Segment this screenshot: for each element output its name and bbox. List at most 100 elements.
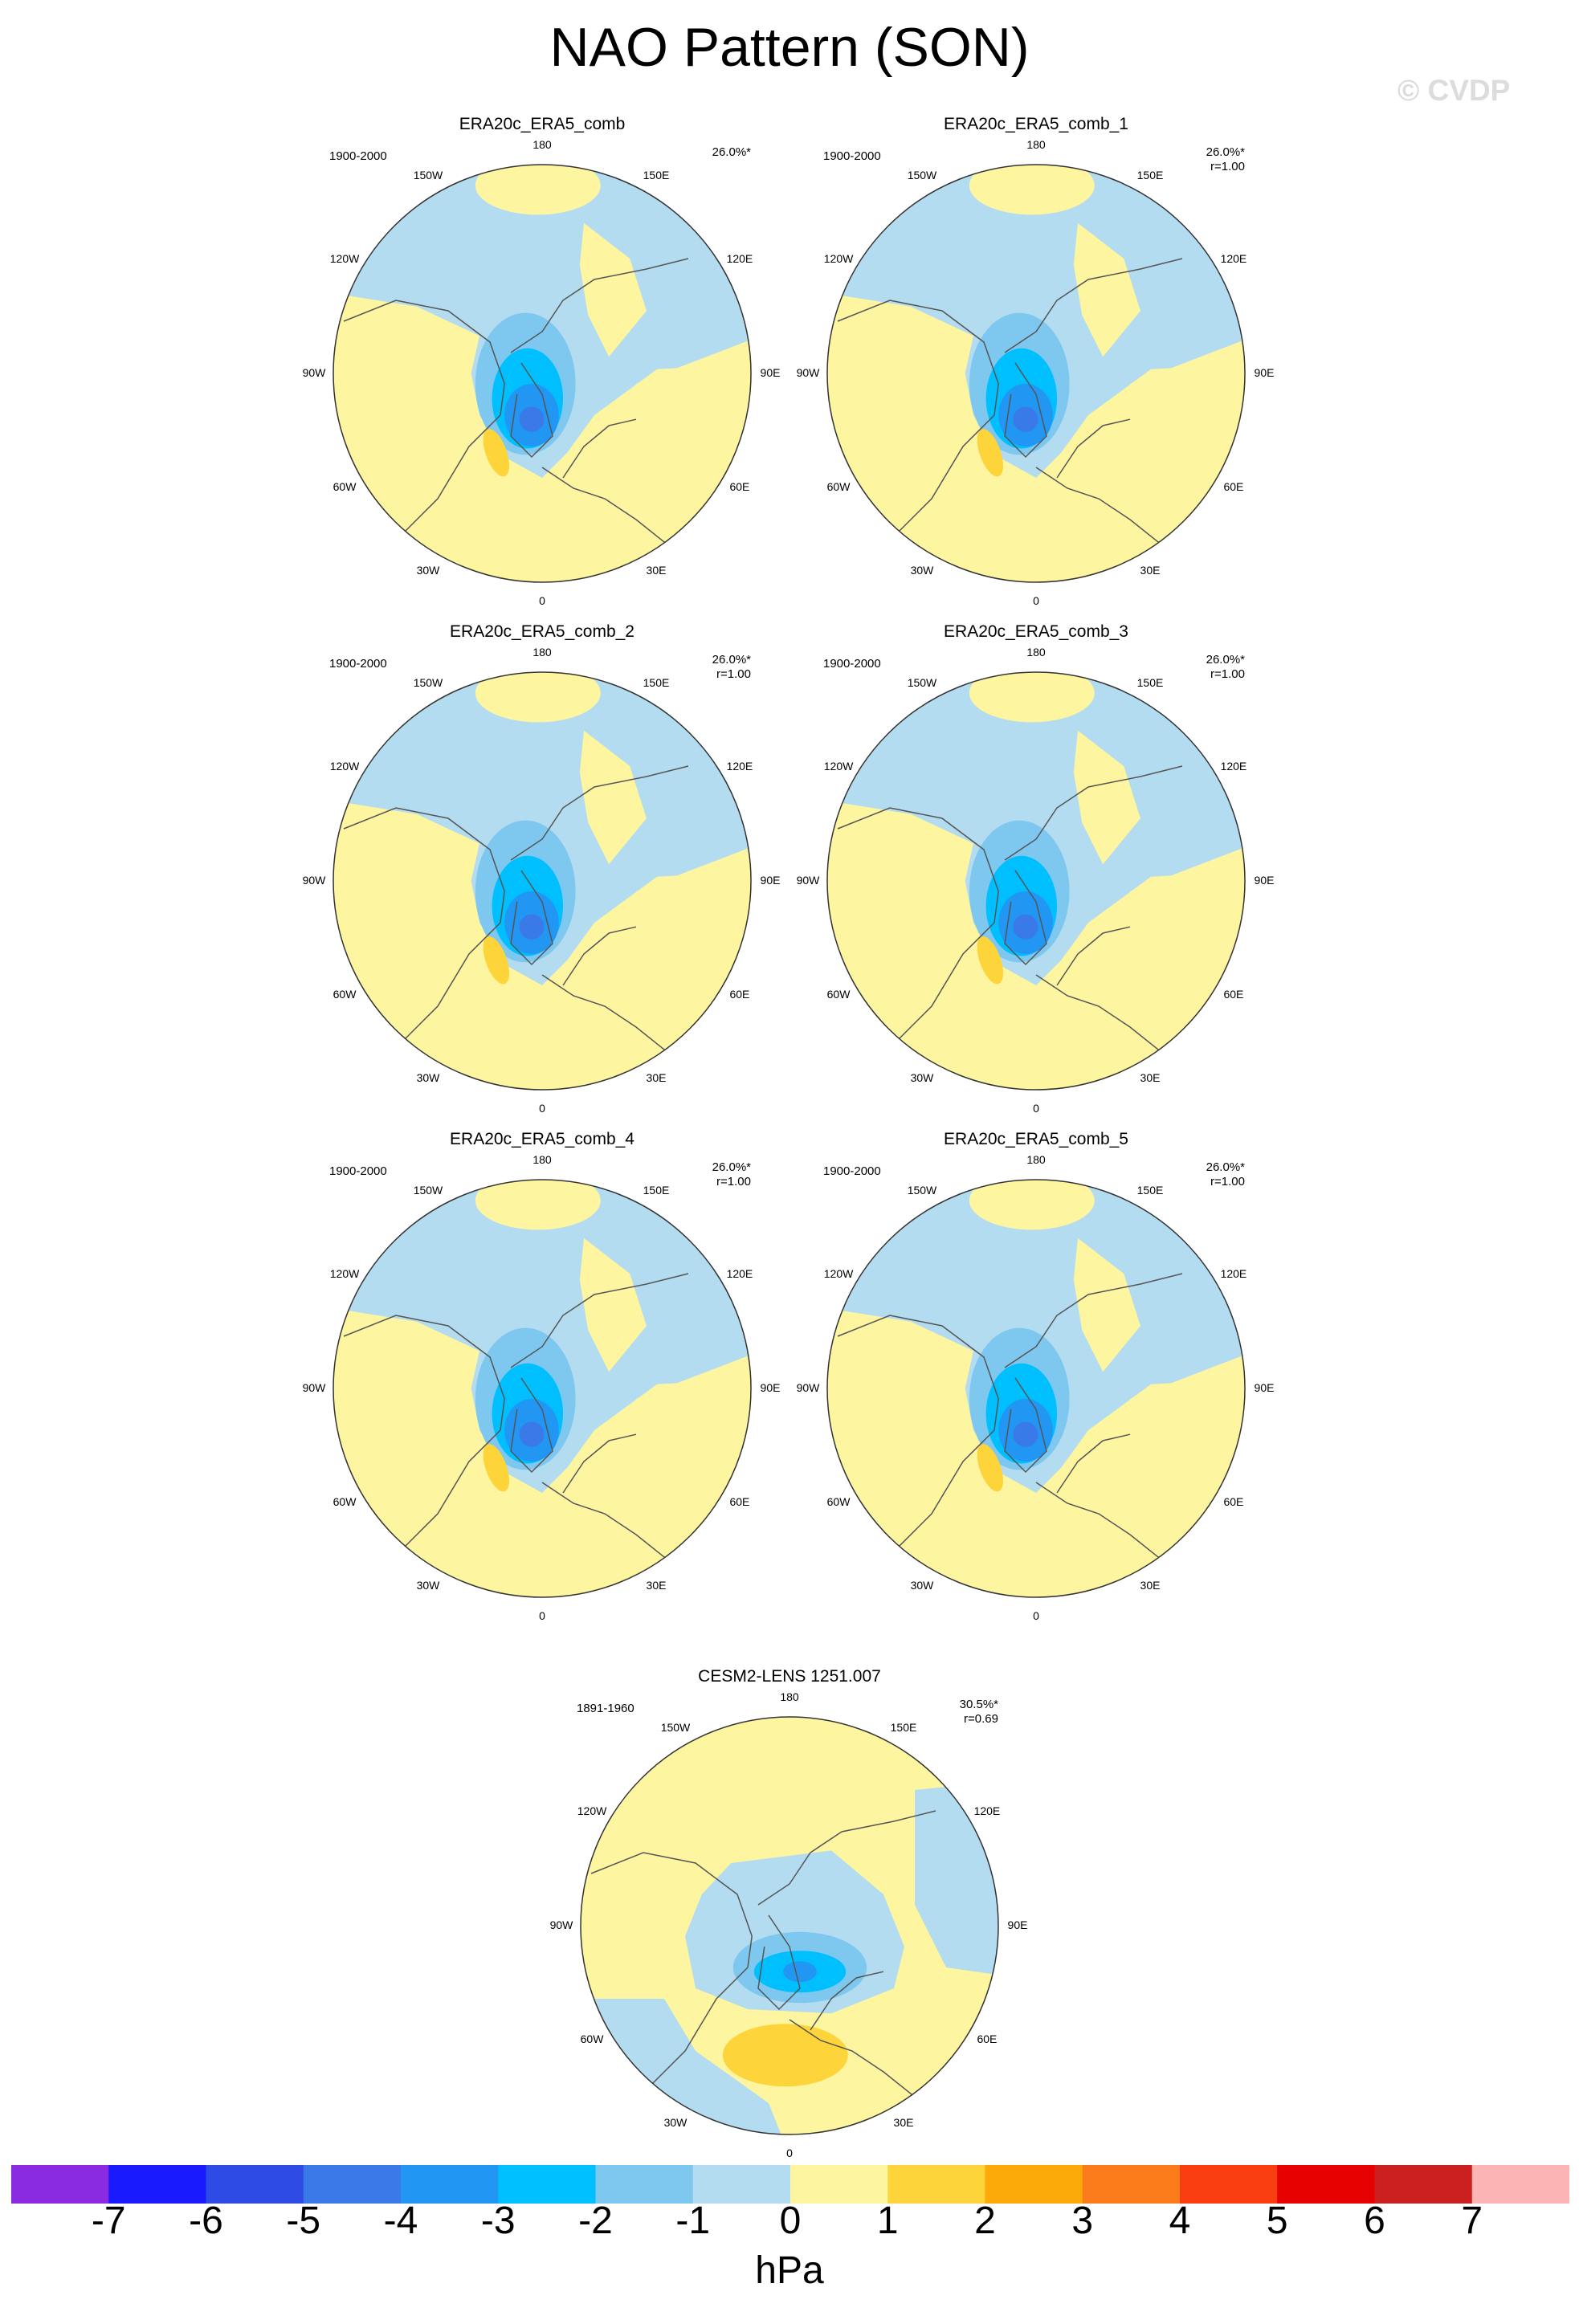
longitude-label: 60W xyxy=(826,988,851,1001)
longitude-label: 150E xyxy=(1136,676,1164,690)
percent-variance: 26.0%* xyxy=(1206,653,1245,667)
coastline xyxy=(1035,974,1162,1053)
coastline xyxy=(1004,765,1183,861)
longitude-label: 120E xyxy=(1220,760,1247,773)
colorbar-box xyxy=(206,2165,304,2204)
positive-anomaly xyxy=(722,2024,848,2087)
coastline xyxy=(837,807,999,923)
longitude-label: 30W xyxy=(663,2115,687,2129)
longitude-label: 180 xyxy=(532,138,552,151)
longitude-label: 60W xyxy=(333,988,357,1001)
stats-label: 26.0%* r=1.00 xyxy=(1165,145,1245,174)
longitude-label: 90W xyxy=(302,366,326,379)
map-border xyxy=(826,671,1246,1091)
coastline xyxy=(541,1482,668,1560)
map-border xyxy=(333,671,752,1091)
percent-variance: 30.5%* xyxy=(959,1698,998,1711)
polar-map xyxy=(333,1179,752,1598)
coastline xyxy=(343,300,505,416)
coastline xyxy=(757,1914,801,2011)
watermark: © CVDP xyxy=(1397,74,1511,107)
coastline xyxy=(1004,258,1183,353)
longitude-label: 150W xyxy=(907,676,937,690)
coastline xyxy=(510,258,689,353)
map-border xyxy=(333,164,752,583)
longitude-label: 60E xyxy=(729,1495,750,1508)
longitude-label: 60E xyxy=(1223,1495,1244,1508)
negative-field xyxy=(333,1180,751,1493)
longitude-label: 90E xyxy=(760,1381,781,1394)
coastline xyxy=(395,414,501,541)
longitude-label: 150E xyxy=(890,1721,917,1735)
longitude-label: 0 xyxy=(786,2147,793,2159)
panel-title: ERA20c_ERA5_comb_2 xyxy=(450,622,634,641)
longitude-label: 60E xyxy=(729,480,750,493)
positive-anomaly xyxy=(1073,222,1140,357)
colorbar-box xyxy=(692,2165,791,2204)
longitude-label: 180 xyxy=(1026,646,1046,658)
longitude-label: 120E xyxy=(726,760,753,773)
coastline xyxy=(510,1273,689,1368)
longitude-label: 120W xyxy=(329,1267,360,1280)
coastline xyxy=(1004,362,1047,459)
longitude-label: 150E xyxy=(1136,1184,1164,1197)
longitude-label: 30E xyxy=(646,1578,667,1592)
colorbar-tick-label: -7 xyxy=(91,2200,126,2242)
longitude-label: 150W xyxy=(413,169,443,182)
colorbar-tick-label: 0 xyxy=(779,2200,802,2242)
longitude-label: 150E xyxy=(643,1184,670,1197)
coastline xyxy=(510,870,553,966)
positive-anomaly xyxy=(1073,1237,1140,1372)
polar-map xyxy=(826,1179,1246,1598)
longitude-label: 90E xyxy=(1254,874,1275,887)
coastline xyxy=(789,2019,916,2098)
coastline xyxy=(1056,926,1131,986)
coastline xyxy=(757,1810,936,1906)
positive-blob xyxy=(483,936,510,985)
period-label: 1900-2000 xyxy=(329,657,387,671)
colorbar-tick-label: 4 xyxy=(1169,2200,1191,2242)
positive-anomaly xyxy=(1073,730,1140,865)
longitude-label: 90E xyxy=(1254,1381,1275,1394)
percent-variance: 26.0%* xyxy=(712,1160,751,1174)
coastline xyxy=(343,807,505,923)
longitude-label: 30W xyxy=(910,1578,934,1592)
map-border xyxy=(826,1179,1246,1598)
longitude-label: 30E xyxy=(1140,1070,1161,1084)
coastline xyxy=(1035,1482,1162,1560)
longitude-label: 90W xyxy=(302,874,326,887)
longitude-label: 150W xyxy=(413,1184,443,1197)
period-label: 1900-2000 xyxy=(823,1164,881,1178)
colorbar-tick-label: 1 xyxy=(876,2200,899,2242)
longitude-label: 60W xyxy=(333,480,357,493)
pattern-correlation: r=1.00 xyxy=(716,667,751,681)
pattern-correlation: r=1.00 xyxy=(1210,1175,1245,1189)
contour--4 xyxy=(1013,406,1038,432)
negative-field xyxy=(827,165,1245,478)
positive-anomaly xyxy=(475,165,601,215)
polar-map xyxy=(826,671,1246,1091)
colorbar-box xyxy=(1180,2165,1278,2204)
stats-label: 26.0%* r=1.00 xyxy=(1165,1160,1245,1189)
coastline xyxy=(343,1315,505,1431)
coastline xyxy=(837,1315,999,1431)
colorbar-tick-label: -2 xyxy=(578,2200,613,2242)
longitude-label: 30W xyxy=(910,1070,934,1084)
map-border xyxy=(333,1179,752,1598)
negative-field xyxy=(827,1180,1245,1493)
colorbar-tick-label: -1 xyxy=(675,2200,711,2242)
colorbar-box xyxy=(595,2165,694,2204)
longitude-label: 120W xyxy=(329,252,360,265)
panel-title: ERA20c_ERA5_comb_4 xyxy=(450,1130,634,1148)
polar-map xyxy=(333,164,752,583)
coastline xyxy=(510,362,553,459)
colorbar-box xyxy=(887,2165,985,2204)
colorbar-tick-label: 7 xyxy=(1461,2200,1483,2242)
longitude-label: 180 xyxy=(1026,138,1046,151)
map-border xyxy=(580,1716,999,2135)
longitude-label: 180 xyxy=(1026,1153,1046,1166)
longitude-label: 120E xyxy=(726,1267,753,1280)
longitude-label: 90E xyxy=(760,874,781,887)
negative-field xyxy=(333,672,751,985)
coastline xyxy=(837,300,999,416)
